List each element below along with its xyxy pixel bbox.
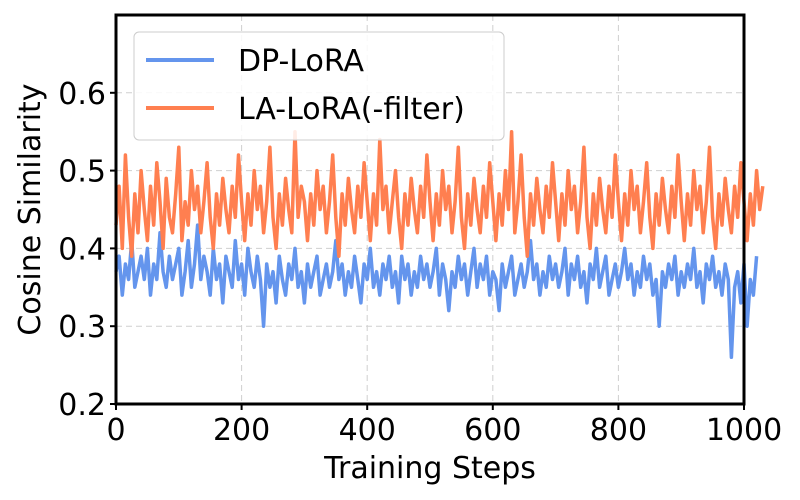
- legend-label-dp-lora: DP-LoRA: [238, 44, 365, 79]
- legend-box: [133, 31, 505, 141]
- y-tick-label: 0.4: [58, 232, 106, 267]
- x-tick-label: 1000: [706, 413, 782, 448]
- y-tick-label: 0.6: [58, 77, 106, 112]
- legend-label-la-lora-filter: LA-LoRA(-filter): [238, 92, 465, 127]
- legend: DP-LoRA LA-LoRA(-filter): [133, 31, 505, 141]
- y-axis-label: Cosine Similarity: [13, 83, 48, 335]
- x-tick-label: 0: [106, 413, 125, 448]
- x-tick-label: 800: [590, 413, 647, 448]
- ticks: 0 200 400 600 800 1000 0.2 0.3 0.4 0.5 0.6: [58, 77, 782, 448]
- x-tick-label: 200: [213, 413, 270, 448]
- series-line-la-lora-filter: [114, 129, 765, 258]
- x-tick-label: 600: [464, 413, 521, 448]
- y-tick-label: 0.3: [58, 310, 106, 345]
- series-line-dp-lora: [114, 223, 759, 360]
- y-tick-label: 0.2: [58, 388, 106, 423]
- plot-frame: [114, 13, 746, 406]
- x-axis-label: Training Steps: [323, 451, 536, 486]
- x-tick-label: 400: [339, 413, 396, 448]
- y-tick-label: 0.5: [58, 155, 106, 190]
- series-group: [114, 129, 765, 360]
